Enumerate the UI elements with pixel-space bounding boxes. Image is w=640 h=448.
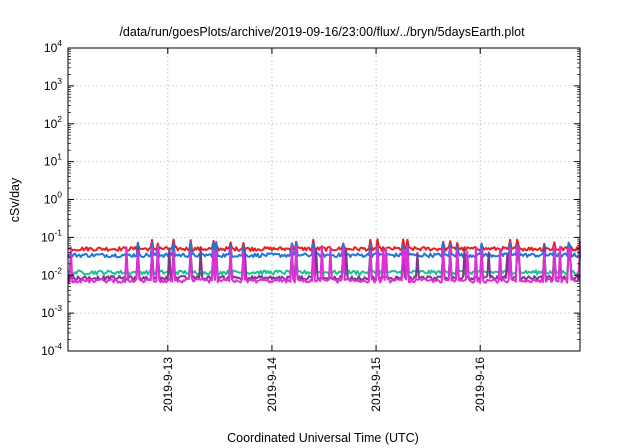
y-tick-label: 10-2 <box>41 265 62 282</box>
x-tick-label: 2019-9-14 <box>265 357 279 412</box>
y-tick-label: 103 <box>44 76 62 93</box>
chart-title: /data/run/goesPlots/archive/2019-09-16/2… <box>119 25 525 39</box>
grid <box>68 48 580 351</box>
series-line-2 <box>67 240 581 259</box>
series-lines <box>67 238 581 284</box>
x-axis-label: Coordinated Universal Time (UTC) <box>227 431 419 445</box>
y-tick-label: 10-3 <box>41 303 62 320</box>
y-tick-label: 101 <box>44 152 62 169</box>
x-tick-label: 2019-9-16 <box>473 357 487 412</box>
x-tick-label: 2019-9-13 <box>161 357 175 412</box>
y-axis-ticks: 10-4 10-3 10-2 10-1 100 101 102 103 104 <box>41 38 580 358</box>
y-tick-label: 100 <box>44 190 62 207</box>
series-line-5 <box>67 244 581 284</box>
y-tick-label: 10-4 <box>41 341 62 358</box>
y-axis-label: cSv/day <box>8 177 22 222</box>
x-tick-label: 2019-9-15 <box>369 357 383 412</box>
y-tick-label: 10-1 <box>41 227 62 244</box>
y-tick-label: 102 <box>44 114 62 131</box>
y-tick-label: 104 <box>44 38 62 55</box>
x-axis-ticks: 2019-9-13 2019-9-14 2019-9-15 2019-9-16 <box>161 48 487 412</box>
series-line-1 <box>67 238 581 252</box>
